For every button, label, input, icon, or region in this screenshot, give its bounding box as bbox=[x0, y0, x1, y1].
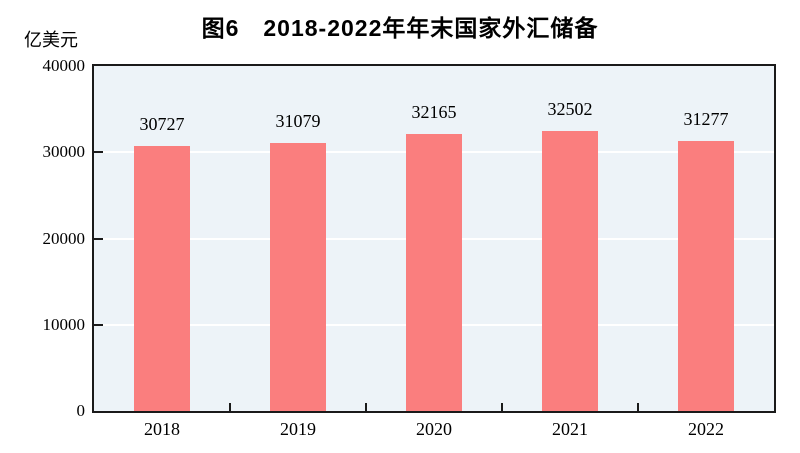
bar-value-label-2018: 30727 bbox=[139, 113, 185, 134]
plot-area: 30727 31079 32165 32502 31277 bbox=[92, 64, 776, 413]
bar-2021 bbox=[542, 130, 598, 411]
y-tick-label-40000: 40000 bbox=[42, 56, 86, 75]
x-tick-label-2019: 2019 bbox=[280, 419, 316, 439]
bar-2020 bbox=[406, 133, 462, 411]
bar-2022 bbox=[678, 141, 734, 411]
y-tick-mark-10000 bbox=[94, 323, 103, 326]
y-tick-mark-30000 bbox=[94, 151, 103, 154]
x-tick-mark-1 bbox=[229, 403, 231, 411]
x-tick-label-2020: 2020 bbox=[416, 419, 452, 439]
bar-value-label-2019: 31079 bbox=[275, 110, 321, 131]
bar-2018 bbox=[134, 145, 190, 411]
x-tick-label-2018: 2018 bbox=[144, 419, 180, 439]
y-tick-label-30000: 30000 bbox=[42, 142, 86, 162]
y-tick-label-0: 0 bbox=[76, 401, 86, 420]
y-axis: 0 10000 20000 30000 40000 bbox=[0, 56, 86, 420]
bar-value-label-2020: 32165 bbox=[411, 101, 457, 122]
y-tick-mark-20000 bbox=[94, 237, 103, 240]
x-tick-mark-4 bbox=[637, 403, 639, 411]
x-tick-label-2021: 2021 bbox=[552, 419, 588, 439]
x-tick-mark-2 bbox=[365, 403, 367, 411]
x-axis: 2018 2019 2020 2021 2022 bbox=[94, 417, 774, 441]
x-tick-mark-3 bbox=[501, 403, 503, 411]
y-axis-unit-label: 亿美元 bbox=[24, 30, 78, 50]
bar-value-label-2022: 31277 bbox=[683, 109, 729, 130]
y-tick-label-10000: 10000 bbox=[42, 314, 86, 334]
y-tick-label-20000: 20000 bbox=[42, 228, 86, 248]
x-tick-label-2022: 2022 bbox=[688, 419, 724, 439]
bar-value-label-2021: 32502 bbox=[547, 98, 593, 119]
bar-2019 bbox=[270, 142, 326, 411]
chart-title: 图6 2018-2022年年末国家外汇储备 bbox=[201, 15, 599, 41]
